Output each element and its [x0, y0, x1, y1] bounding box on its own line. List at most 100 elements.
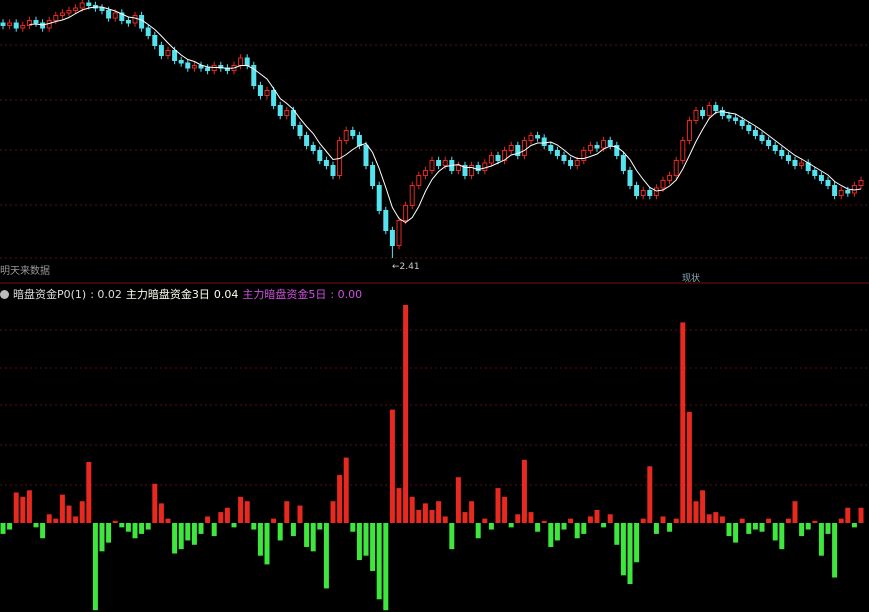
histogram-bar-positive [455, 477, 461, 523]
histogram-bar-negative [508, 523, 514, 528]
histogram-bar-positive [409, 496, 415, 523]
indicator-settings-icon[interactable] [0, 289, 9, 299]
candle-body [310, 145, 316, 151]
candle-body [759, 135, 765, 141]
candle-body [330, 165, 336, 176]
histogram-bar-negative [772, 523, 778, 541]
candle-body [297, 125, 303, 136]
moving-average-line [29, 6, 862, 224]
histogram-bar-negative [211, 523, 217, 537]
top-pane-note: 明天来数据 [0, 266, 50, 277]
histogram-bar-positive [238, 496, 244, 523]
histogram-bar-positive [13, 492, 19, 523]
histogram-bar-positive [739, 518, 745, 523]
histogram-bar-positive [462, 512, 468, 523]
candle-body [350, 130, 356, 136]
candle-body [389, 230, 395, 246]
candle-body [535, 135, 541, 139]
candle-body [607, 140, 613, 146]
histogram-bar-positive [343, 457, 349, 523]
histogram-bar-negative [805, 523, 811, 530]
candle-body [422, 170, 428, 176]
histogram-bar-negative [290, 523, 296, 537]
histogram-bar-negative [264, 523, 270, 565]
candle-body [33, 20, 39, 24]
histogram-bar-positive [469, 501, 475, 523]
candle-body [257, 85, 263, 96]
histogram-bar-negative [92, 523, 98, 611]
histogram-bar-positive [436, 501, 442, 523]
candle-body [779, 150, 785, 156]
histogram-bar-positive [719, 516, 725, 523]
histogram-bar-negative [251, 523, 257, 530]
histogram-bar-negative [191, 523, 197, 545]
candle-body [238, 57, 244, 66]
histogram-bar-positive [680, 322, 686, 523]
candle-body [647, 190, 653, 196]
candle-body [356, 135, 362, 146]
histogram-bar-negative [323, 523, 329, 589]
candle-body [528, 135, 534, 141]
histogram-bar-positive [792, 501, 798, 523]
candle-body [191, 65, 197, 69]
candle-body [158, 45, 164, 56]
histogram-bar-negative [106, 523, 112, 543]
candle-body [119, 12, 125, 21]
histogram-bar-positive [297, 505, 303, 523]
histogram-bar-positive [858, 507, 864, 523]
histogram-bar-positive [838, 518, 844, 523]
candle-body [396, 220, 402, 246]
candle-body [799, 162, 805, 166]
histogram-bar-positive [673, 518, 679, 523]
histogram-bar-negative [7, 523, 13, 530]
candle-body [403, 205, 409, 221]
legend-item2-value: 0.04 [213, 287, 239, 301]
candle-body [508, 145, 514, 151]
candle-body [469, 165, 475, 176]
histogram-bar-negative [818, 523, 824, 556]
candle-body [845, 190, 851, 194]
legend-item2-label: 主力暗盘资金3日 [125, 288, 210, 301]
histogram-bar-negative [561, 523, 567, 530]
candle-body [323, 160, 329, 166]
candle-body [667, 175, 673, 181]
candle-body [620, 155, 626, 171]
candle-body [66, 10, 72, 14]
candle-body [416, 175, 422, 186]
histogram-bar-positive [502, 496, 508, 523]
candle-body [561, 155, 567, 161]
candle-body [838, 190, 844, 196]
histogram-bar-positive [330, 501, 336, 523]
histogram-bar-positive [686, 411, 692, 523]
candle-body [13, 22, 19, 29]
candle-body [106, 10, 112, 19]
indicator-legend: 暗盘资金P0(1) : 0.02 主力暗盘资金3日 0.04 主力暗盘资金5日 … [0, 286, 362, 302]
candle-body [713, 105, 719, 111]
histogram-bar-negative [634, 523, 640, 563]
histogram-bar-negative [185, 523, 191, 541]
histogram-bar-negative [475, 523, 481, 539]
candle-body [660, 180, 666, 189]
candle-body [746, 125, 752, 131]
histogram-bar-negative [726, 523, 732, 537]
histogram-bar-negative [277, 523, 283, 541]
histogram-bar-negative [832, 523, 838, 578]
histogram-bar-positive [607, 514, 613, 523]
candle-body [363, 145, 369, 166]
candle-body [317, 150, 323, 161]
histogram-bar-negative [376, 523, 382, 600]
histogram-bar-negative [363, 523, 369, 556]
candle-body [673, 160, 679, 176]
histogram-bar-positive [416, 509, 422, 523]
histogram-bar-negative [752, 523, 758, 530]
candle-body [554, 150, 560, 156]
candle-body [726, 115, 732, 119]
histogram-bar-negative [257, 523, 263, 556]
histogram-bar-negative [145, 523, 151, 530]
candle-body [59, 12, 65, 16]
histogram-bar-negative [581, 523, 587, 534]
candle-body [264, 90, 270, 96]
candle-body [581, 150, 587, 161]
candle-body [733, 117, 739, 121]
histogram-bar-positive [640, 518, 646, 523]
